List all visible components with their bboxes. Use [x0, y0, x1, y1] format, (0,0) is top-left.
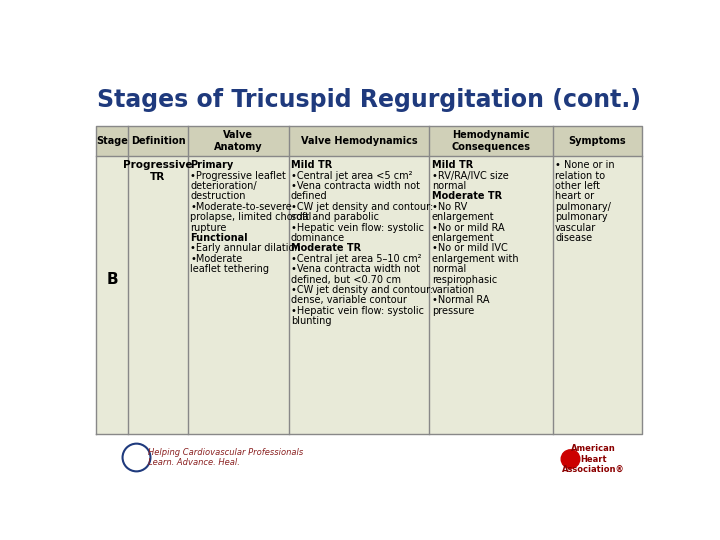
Text: enlargement: enlargement [431, 233, 494, 243]
Text: •Hepatic vein flow: systolic: •Hepatic vein flow: systolic [291, 306, 424, 316]
Text: dominance: dominance [291, 233, 345, 243]
Text: B: B [106, 272, 118, 287]
Text: Functional: Functional [190, 233, 248, 243]
Text: heart or: heart or [555, 192, 594, 201]
Text: •No or mild RA: •No or mild RA [431, 222, 504, 233]
Bar [96, 156, 642, 434]
Text: •Hepatic vein flow: systolic: •Hepatic vein flow: systolic [291, 222, 424, 233]
Text: enlargement with: enlargement with [431, 254, 518, 264]
Text: Mild TR: Mild TR [431, 160, 473, 170]
Text: Moderate TR: Moderate TR [291, 244, 361, 253]
Text: variation: variation [431, 285, 475, 295]
Text: • None or in: • None or in [555, 160, 615, 170]
Text: •Moderate: •Moderate [190, 254, 243, 264]
Text: •Normal RA: •Normal RA [431, 295, 489, 306]
Text: •Moderate-to-severe: •Moderate-to-severe [190, 202, 292, 212]
Text: Valve Hemodynamics: Valve Hemodynamics [301, 136, 418, 146]
Text: •Vena contracta width not: •Vena contracta width not [291, 264, 420, 274]
Text: defined: defined [291, 192, 328, 201]
Text: pulmonary: pulmonary [555, 212, 608, 222]
Text: Stage: Stage [96, 136, 128, 146]
Text: other left: other left [555, 181, 600, 191]
Text: Moderate TR: Moderate TR [431, 192, 502, 201]
Text: vascular: vascular [555, 222, 596, 233]
Text: Mild TR: Mild TR [291, 160, 332, 170]
Text: •CW jet density and contour:: •CW jet density and contour: [291, 285, 433, 295]
Text: enlargement: enlargement [431, 212, 494, 222]
Text: Helping Cardiovascular Professionals
Learn. Advance. Heal.: Helping Cardiovascular Professionals Lea… [148, 448, 303, 467]
Text: deterioration/: deterioration/ [190, 181, 257, 191]
Text: rupture: rupture [190, 222, 227, 233]
Text: normal: normal [431, 264, 466, 274]
Text: •Central jet area <5 cm²: •Central jet area <5 cm² [291, 171, 413, 181]
Text: pressure: pressure [431, 306, 474, 316]
Text: relation to: relation to [555, 171, 606, 181]
Text: •CW jet density and contour:: •CW jet density and contour: [291, 202, 433, 212]
Text: •Early annular dilation: •Early annular dilation [190, 244, 301, 253]
Bar [96, 126, 642, 156]
Text: American
Heart
Association®: American Heart Association® [562, 444, 625, 474]
Text: •No RV: •No RV [431, 202, 467, 212]
Text: soft and parabolic: soft and parabolic [291, 212, 379, 222]
Text: Definition: Definition [130, 136, 185, 146]
Text: blunting: blunting [291, 316, 331, 326]
Text: •Progressive leaflet: •Progressive leaflet [190, 171, 287, 181]
Text: normal: normal [431, 181, 466, 191]
Text: dense, variable contour: dense, variable contour [291, 295, 407, 306]
Text: •Central jet area 5–10 cm²: •Central jet area 5–10 cm² [291, 254, 421, 264]
Text: prolapse, limited chordal: prolapse, limited chordal [190, 212, 312, 222]
Text: disease: disease [555, 233, 593, 243]
Text: •RV/RA/IVC size: •RV/RA/IVC size [431, 171, 508, 181]
Text: Primary: Primary [190, 160, 234, 170]
Text: destruction: destruction [190, 192, 246, 201]
Text: respirophasic: respirophasic [431, 275, 497, 285]
Text: Valve
Anatomy: Valve Anatomy [214, 130, 263, 152]
Text: Hemodynamic
Consequences: Hemodynamic Consequences [451, 130, 531, 152]
Text: Progressive
TR: Progressive TR [123, 160, 193, 182]
Text: leaflet tethering: leaflet tethering [190, 264, 269, 274]
Text: defined, but <0.70 cm: defined, but <0.70 cm [291, 275, 401, 285]
Circle shape [561, 450, 580, 468]
Text: Stages of Tricuspid Regurgitation (cont.): Stages of Tricuspid Regurgitation (cont.… [97, 88, 641, 112]
Text: Symptoms: Symptoms [569, 136, 626, 146]
Text: •Vena contracta width not: •Vena contracta width not [291, 181, 420, 191]
Text: •No or mild IVC: •No or mild IVC [431, 244, 508, 253]
Text: pulmonary/: pulmonary/ [555, 202, 611, 212]
